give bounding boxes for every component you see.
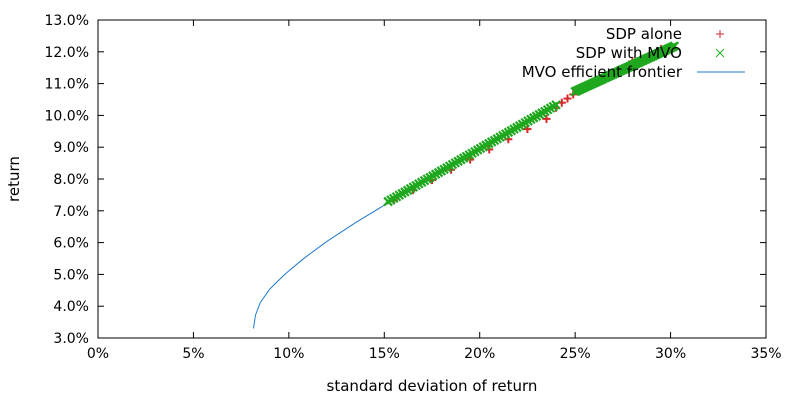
sdp-alone-point <box>523 125 532 134</box>
sdp-mvo-point <box>669 41 680 51</box>
x-tick-label: 35% <box>750 346 781 362</box>
y-tick-label: 6.0% <box>53 236 89 252</box>
plot-marks <box>253 41 680 329</box>
x-axis-title: standard deviation of return <box>327 377 538 395</box>
y-tick-label: 5.0% <box>53 267 89 283</box>
sdp-mvo-point <box>551 100 561 110</box>
x-tick-label: 25% <box>560 346 591 362</box>
frontier-line <box>253 202 389 329</box>
x-tick-label: 10% <box>273 346 304 362</box>
legend-label: SDP with MVO <box>576 44 682 62</box>
x-tick-label: 20% <box>464 346 495 362</box>
y-tick-label: 4.0% <box>53 299 89 315</box>
sdp-alone-point <box>563 94 572 103</box>
y-tick-label: 3.0% <box>53 331 89 347</box>
legend-cross-b <box>715 48 725 58</box>
x-tick-label: 30% <box>655 346 686 362</box>
y-tick-label: 10.0% <box>45 108 89 124</box>
legend-label: MVO efficient frontier <box>522 63 683 81</box>
x-tick-label: 5% <box>182 346 204 362</box>
cross-b <box>669 41 680 51</box>
y-tick-label: 8.0% <box>53 172 89 188</box>
axis-ticks: 0% 5% 10% 15% 20% 25% 30% 35% 3.0% 4.0% 5.0% 6.0% 7.… <box>45 13 782 362</box>
x-tick-label: 15% <box>369 346 400 362</box>
y-axis-title: return <box>5 156 23 202</box>
x-tick-label: 0% <box>87 346 109 362</box>
cross-b <box>551 100 561 110</box>
y-tick-label: 13.0% <box>45 13 89 29</box>
y-tick-label: 11.0% <box>45 77 89 93</box>
y-tick-label: 9.0% <box>53 140 89 156</box>
y-tick-label: 7.0% <box>53 204 89 220</box>
y-tick-label: 12.0% <box>45 45 89 61</box>
legend-label: SDP alone <box>606 25 682 43</box>
